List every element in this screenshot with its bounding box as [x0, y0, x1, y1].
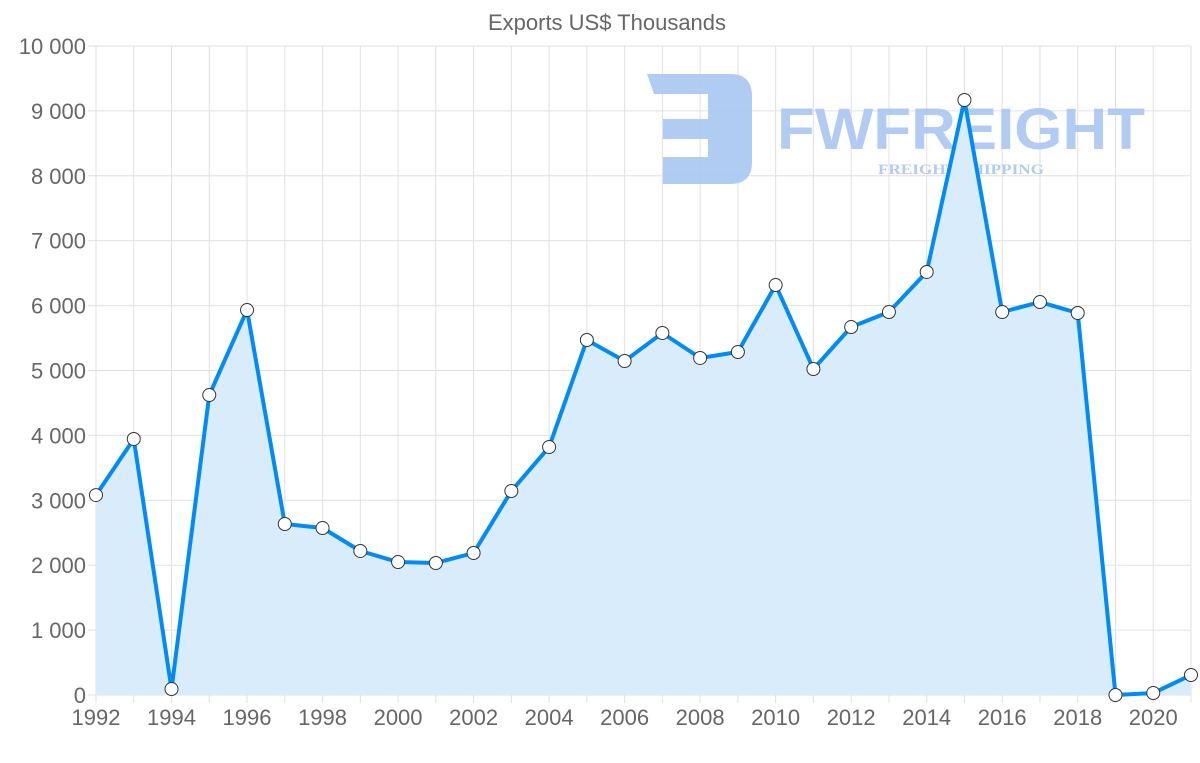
data-point-2017[interactable] [1032, 295, 1047, 310]
y-tick-label: 2 000 [31, 553, 86, 578]
x-tick-label: 1998 [298, 705, 347, 730]
data-point-2003[interactable] [504, 484, 519, 499]
data-point-2015[interactable] [957, 92, 972, 107]
data-point-1996[interactable] [240, 303, 255, 318]
data-point-2013[interactable] [881, 305, 896, 320]
series-area [96, 99, 1191, 695]
x-tick-label: 2008 [676, 705, 725, 730]
data-point-2000[interactable] [391, 555, 406, 570]
x-tick-label: 2016 [978, 705, 1027, 730]
y-tick-label: 6 000 [31, 294, 86, 319]
data-point-2016[interactable] [995, 305, 1010, 320]
data-point-1992[interactable] [89, 488, 103, 503]
data-point-1999[interactable] [353, 543, 368, 558]
x-tick-label: 1992 [72, 705, 121, 730]
data-point-2006[interactable] [617, 354, 632, 369]
data-point-1995[interactable] [202, 388, 217, 403]
data-point-2018[interactable] [1070, 305, 1085, 320]
x-tick-label: 2020 [1129, 705, 1178, 730]
x-tick-label: 2018 [1053, 705, 1102, 730]
x-tick-label: 2010 [751, 705, 800, 730]
data-point-2002[interactable] [466, 545, 481, 560]
y-tick-label: 1 000 [31, 618, 86, 643]
data-point-2009[interactable] [730, 345, 745, 360]
plot-area [89, 92, 1198, 702]
data-point-2012[interactable] [844, 320, 859, 335]
x-axis-ticks: 1992 1994 1996 1998 2000 2002 2004 2006 2008 2010… [72, 705, 1178, 730]
data-point-2008[interactable] [693, 350, 708, 365]
data-point-2005[interactable] [579, 332, 594, 347]
y-axis-ticks: 0 1 000 2 000 3 000 4 000 5 000 6 000 7 000 8 00… [19, 34, 86, 708]
data-point-2010[interactable] [768, 278, 783, 293]
data-point-2004[interactable] [542, 440, 557, 455]
x-tick-label: 2014 [902, 705, 951, 730]
data-point-1993[interactable] [126, 431, 141, 446]
fwfreight-watermark-logo: FWFREIGHT FREIGHT SHIPPING [647, 74, 1145, 184]
y-tick-label: 4 000 [31, 423, 86, 448]
data-point-2020[interactable] [1146, 686, 1161, 701]
y-tick-label: 7 000 [31, 229, 86, 254]
y-tick-label: 0 [74, 683, 86, 708]
data-point-2007[interactable] [655, 325, 670, 340]
y-tick-label: 3 000 [31, 488, 86, 513]
data-point-2014[interactable] [919, 264, 934, 279]
y-tick-label: 5 000 [31, 359, 86, 384]
data-point-1994[interactable] [164, 682, 179, 697]
x-tick-label: 2012 [827, 705, 876, 730]
x-tick-label: 2000 [374, 705, 423, 730]
x-tick-label: 1996 [223, 705, 272, 730]
y-tick-label: 10 000 [19, 34, 86, 59]
watermark-logo-mark [647, 74, 752, 184]
x-tick-label: 2004 [525, 705, 574, 730]
data-point-2021[interactable] [1184, 668, 1198, 683]
data-point-1997[interactable] [277, 516, 292, 531]
data-point-2001[interactable] [428, 555, 443, 570]
y-tick-label: 9 000 [31, 99, 86, 124]
x-tick-label: 2006 [600, 705, 649, 730]
x-tick-label: 1994 [147, 705, 196, 730]
y-tick-label: 8 000 [31, 164, 86, 189]
x-tick-label: 2002 [449, 705, 498, 730]
chart-title: Exports US$ Thousands [488, 10, 726, 35]
data-point-2019[interactable] [1108, 688, 1123, 702]
data-point-1998[interactable] [315, 521, 330, 536]
data-point-2011[interactable] [806, 362, 821, 377]
